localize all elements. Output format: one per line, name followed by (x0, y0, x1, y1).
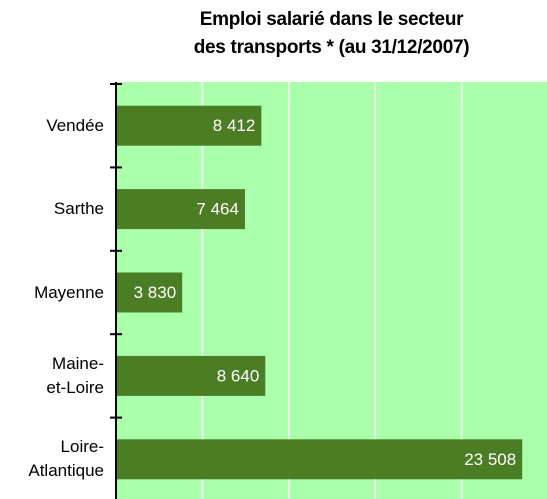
value-label: 23 508 (464, 450, 516, 469)
chart-title: Emploi salarié dans le secteur des trans… (193, 9, 470, 58)
y-tick-label: Sarthe (53, 199, 104, 219)
y-tick-label: Mayenne (34, 282, 104, 302)
y-tick-label: Loire- Atlantique (28, 437, 104, 481)
plot-background (116, 82, 547, 499)
y-tick-label: Maine- et-Loire (46, 353, 104, 397)
value-label: 8 640 (217, 366, 260, 385)
bar (116, 355, 266, 396)
bar (116, 105, 262, 146)
bar (116, 189, 245, 230)
value-label: 7 464 (196, 200, 239, 219)
value-label: 3 830 (134, 283, 177, 302)
y-tick-label: Vendée (46, 115, 104, 135)
bar (116, 272, 183, 313)
value-label: 8 412 (213, 116, 256, 135)
bar (116, 439, 523, 480)
